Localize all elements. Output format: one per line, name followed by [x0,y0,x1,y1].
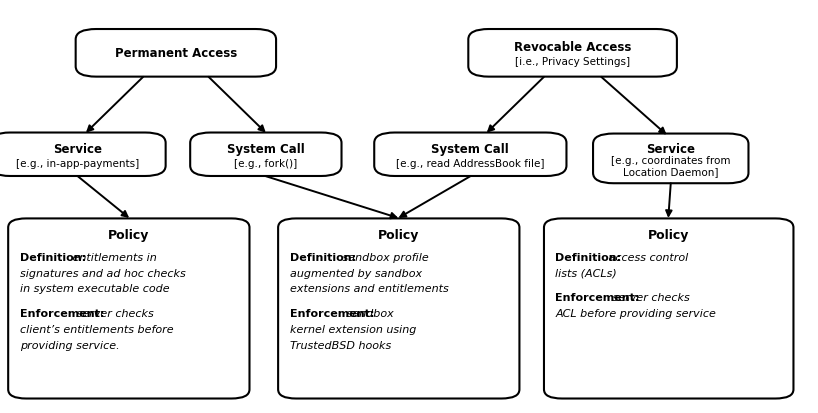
Text: [e.g., read AddressBook file]: [e.g., read AddressBook file] [396,158,545,168]
Text: Policy: Policy [648,228,690,241]
Text: System Call: System Call [227,142,305,155]
Text: Definition:: Definition: [20,252,86,262]
Text: extensions and entitlements: extensions and entitlements [290,284,448,294]
Text: System Call: System Call [431,142,510,155]
Text: signatures and ad hoc checks: signatures and ad hoc checks [20,268,186,278]
Text: client’s entitlements before: client’s entitlements before [20,324,173,334]
Text: kernel extension using: kernel extension using [290,324,416,334]
Text: Enforcement:: Enforcement: [290,309,374,318]
Text: [i.e., Privacy Settings]: [i.e., Privacy Settings] [515,57,630,67]
Text: [e.g., fork()]: [e.g., fork()] [234,158,298,168]
Text: TrustedBSD hooks: TrustedBSD hooks [290,340,391,350]
Text: entitlements in: entitlements in [70,252,157,262]
Text: Service: Service [53,142,102,155]
Text: Definition:: Definition: [555,252,622,262]
Text: sandbox: sandbox [344,309,394,318]
Text: Policy: Policy [378,228,420,241]
FancyBboxPatch shape [0,133,165,177]
Text: ACL before providing service: ACL before providing service [555,309,717,318]
Text: [e.g., in-app-payments]: [e.g., in-app-payments] [16,158,139,168]
Text: Permanent Access: Permanent Access [115,47,237,60]
Text: [e.g., coordinates from: [e.g., coordinates from [611,156,730,166]
Text: in system executable code: in system executable code [20,284,169,294]
FancyBboxPatch shape [8,219,249,399]
Text: server checks: server checks [609,293,690,303]
FancyBboxPatch shape [468,30,677,78]
Text: providing service.: providing service. [20,340,119,350]
FancyBboxPatch shape [593,134,748,184]
Text: Location Daemon]: Location Daemon] [623,166,718,176]
Text: Service: Service [646,142,695,155]
Text: Definition:: Definition: [290,252,356,262]
FancyBboxPatch shape [374,133,566,177]
FancyBboxPatch shape [544,219,793,399]
Text: Revocable Access: Revocable Access [514,41,631,54]
Text: server checks: server checks [74,309,154,318]
Text: lists (ACLs): lists (ACLs) [555,268,617,278]
Text: sandbox profile: sandbox profile [339,252,429,262]
Text: Enforcement:: Enforcement: [555,293,640,303]
FancyBboxPatch shape [278,219,519,399]
FancyBboxPatch shape [190,133,342,177]
Text: Policy: Policy [108,228,150,241]
Text: augmented by sandbox: augmented by sandbox [290,268,422,278]
Text: Enforcement:: Enforcement: [20,309,104,318]
FancyBboxPatch shape [75,30,276,78]
Text: access control: access control [605,252,689,262]
